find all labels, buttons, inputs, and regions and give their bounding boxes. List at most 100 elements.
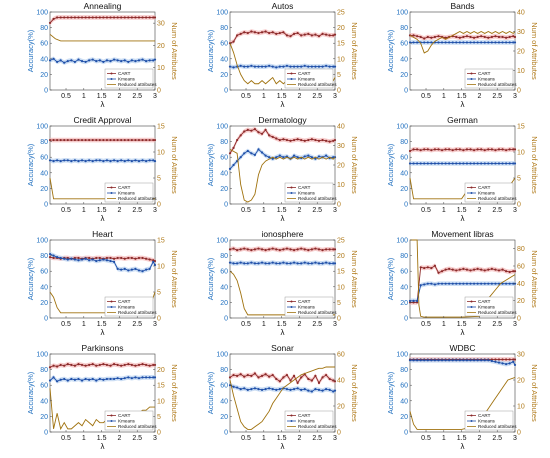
cart-point [236,374,239,377]
kmeans-point [77,160,80,163]
cart-point [257,376,260,379]
kmeans-point [153,376,157,379]
cart-point [257,31,260,35]
cart-point [84,364,87,367]
kmeans-point [257,262,260,265]
cart-point [271,135,274,139]
kmeans-point [321,65,324,68]
left-tick-label: 80 [220,139,228,146]
cart-point [120,16,123,19]
x-tick-label: 2 [117,207,121,214]
kmeans-point [56,256,59,259]
kmeans-point [430,359,433,362]
right-tick-label: 0 [337,430,341,437]
left-tick-label: 100 [396,238,408,245]
cart-point [98,138,101,142]
right-axis-label: Num of Attributes [530,364,539,422]
subplot-title: Sonar [271,343,294,353]
kmeans-point [487,162,490,165]
x-axis-label: λ [101,442,105,451]
kmeans-point [250,261,253,264]
kmeans-point [476,359,479,362]
x-tick-label: 1.5 [277,321,287,328]
right-tick-label: 5 [337,300,341,307]
cart-point [137,138,141,142]
kmeans-point [91,58,94,61]
kmeans-point [56,60,59,64]
left-tick-label: 100 [396,10,408,17]
cart-point [253,372,257,375]
kmeans-point [137,269,141,272]
right-tick-label: 15 [337,41,345,48]
cart-point [148,16,151,19]
cart-point [88,363,91,367]
cart-point [130,256,133,260]
x-tick-label: 3 [333,435,337,442]
kmeans-point [109,160,112,163]
x-tick-label: 1 [82,435,86,442]
kmeans-point [317,155,321,158]
cart-point [148,138,151,142]
cart-point [310,138,313,141]
right-axis-label: Num of Attributes [170,136,179,194]
legend-marker-cart [470,414,473,417]
kmeans-point [440,162,444,165]
x-tick-label: 1.5 [457,93,467,100]
kmeans-point [483,162,486,165]
kmeans-point [469,162,472,165]
kmeans-point [63,61,66,64]
kmeans-point [77,259,80,262]
kmeans-point [465,282,469,285]
kmeans-point [246,388,249,391]
cart-point [253,128,257,131]
right-axis-label: Num of Attributes [350,136,359,194]
cart-point [278,380,281,383]
kmeans-point [430,162,433,165]
cart-point [228,248,232,251]
cart-point [56,16,59,19]
left-tick-label: 20 [220,414,228,421]
kmeans-point [487,359,490,362]
kmeans-point [433,283,437,286]
x-tick-label: 1.5 [457,321,467,328]
kmeans-point [278,388,281,391]
kmeans-point [465,41,469,44]
legend-box [104,296,154,317]
cart-band [230,126,335,156]
legend-label-kmeans: Kmeans [298,419,316,424]
cart-point [282,138,285,141]
kmeans-point [333,262,337,265]
cart-point [300,376,303,379]
kmeans-point [243,152,246,155]
left-tick-label: 0 [404,202,408,209]
right-tick-label: 60 [337,352,345,359]
plot-frame [49,239,156,319]
kmeans-point [483,359,486,362]
x-axis-label: λ [461,328,465,337]
cart-point [437,148,440,151]
cart-point [145,16,148,19]
kmeans-point [253,262,257,265]
cart-point [325,33,328,36]
kmeans-point [102,258,105,261]
kmeans-point [152,376,155,379]
kmeans-point [116,59,119,62]
left-tick-label: 100 [396,352,408,359]
kmeans-point [419,284,422,287]
kmeans-point [458,282,461,285]
kmeans-point [141,376,144,379]
left-tick-label: 100 [216,124,228,131]
legend-label-reduced-attributes: Reduced attributes [298,82,337,87]
cart-point [141,363,144,366]
kmeans-point [303,388,306,391]
legend-marker-kmeans [470,306,473,308]
kmeans-point [480,282,483,285]
cart-point [307,32,310,35]
x-tick-label: 0.5 [241,435,251,442]
cart-point [455,148,458,151]
cart-point [264,249,267,252]
cart-point [292,249,296,252]
right-tick-label: 30 [517,29,525,36]
kmeans-point [153,160,157,163]
